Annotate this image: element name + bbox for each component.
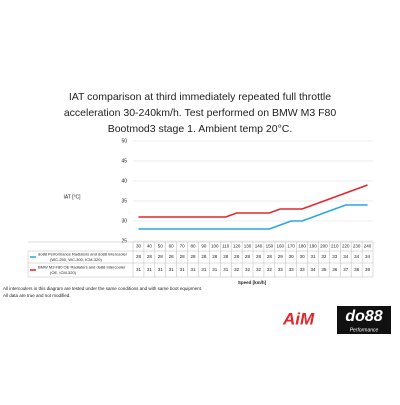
table-value: 37 — [343, 267, 349, 272]
table-value: 28 — [158, 254, 164, 259]
x-tick-label: 50 — [158, 244, 164, 249]
x-tick-label: 240 — [364, 244, 372, 249]
table-value: 28 — [136, 254, 142, 259]
y-tick-label: 50 — [121, 138, 127, 144]
table-value: 31 — [310, 254, 316, 259]
legend-label: (OE, ICM-320) — [50, 270, 77, 275]
x-tick-label: 180 — [298, 244, 306, 249]
aim-logo: AiM — [282, 309, 315, 328]
table-value: 38 — [354, 267, 360, 272]
title-line: IAT comparison at third immediately repe… — [69, 91, 331, 103]
table-value: 34 — [343, 254, 349, 259]
table-value: 31 — [223, 267, 229, 272]
table-value: 32 — [256, 267, 262, 272]
footnote: All data are true and not modified. — [3, 293, 71, 298]
y-axis-label: IAT [°C] — [63, 194, 81, 200]
table-value: 31 — [180, 267, 186, 272]
do88-logo: do88 — [345, 308, 382, 325]
x-tick-label: 230 — [353, 244, 361, 249]
table-value: 28 — [180, 254, 186, 259]
table-value: 33 — [289, 267, 295, 272]
title-line: acceleration 30-240km/h. Test performed … — [64, 107, 337, 119]
y-tick-label: 30 — [121, 218, 127, 224]
x-tick-label: 30 — [136, 244, 142, 249]
x-tick-label: 220 — [342, 244, 350, 249]
table-value: 28 — [147, 254, 153, 259]
x-tick-label: 150 — [266, 244, 274, 249]
table-value: 32 — [267, 267, 273, 272]
x-tick-label: 90 — [201, 244, 207, 249]
x-tick-label: 100 — [211, 244, 219, 249]
x-axis-label: Speed [km/h] — [238, 280, 267, 285]
x-tick-label: 110 — [222, 244, 230, 249]
x-tick-label: 40 — [147, 244, 153, 249]
x-tick-label: 80 — [190, 244, 196, 249]
do88-logo-box — [337, 306, 391, 334]
y-tick-label: 25 — [121, 238, 127, 244]
y-tick-label: 45 — [121, 158, 127, 164]
x-tick-label: 120 — [233, 244, 241, 249]
legend-label: BMW M3 F80 OE Radiators and do88 Interco… — [38, 264, 126, 269]
table-value: 30 — [300, 254, 306, 259]
footnote: All intercoolers in this diagram are tes… — [3, 286, 202, 291]
table-value: 31 — [169, 267, 175, 272]
table-value: 35 — [321, 267, 327, 272]
table-value: 36 — [332, 267, 338, 272]
table-value: 33 — [278, 267, 284, 272]
do88-logo-sub: Performance — [350, 327, 379, 333]
table-value: 28 — [169, 254, 175, 259]
series-line — [138, 184, 368, 218]
table-value: 32 — [321, 254, 327, 259]
x-tick-label: 160 — [277, 244, 285, 249]
table-value: 31 — [147, 267, 153, 272]
x-tick-label: 170 — [287, 244, 295, 249]
table-value: 28 — [256, 254, 262, 259]
table-value: 33 — [300, 267, 306, 272]
table-value: 31 — [136, 267, 142, 272]
table-value: 31 — [212, 267, 218, 272]
table-value: 28 — [201, 254, 207, 259]
table-value: 31 — [158, 267, 164, 272]
table-value: 32 — [245, 267, 251, 272]
table-value: 28 — [212, 254, 218, 259]
table-value: 39 — [365, 267, 371, 272]
table-value: 31 — [201, 267, 207, 272]
x-tick-label: 190 — [309, 244, 317, 249]
x-tick-label: 140 — [255, 244, 263, 249]
table-value: 34 — [310, 267, 316, 272]
table-value: 33 — [332, 254, 338, 259]
y-tick-label: 40 — [121, 178, 127, 184]
table-value: 28 — [234, 254, 240, 259]
x-tick-label: 60 — [169, 244, 175, 249]
x-tick-label: 200 — [320, 244, 328, 249]
legend-label: do88 Performance Radiators and do88 Inte… — [38, 251, 128, 256]
x-tick-label: 130 — [244, 244, 252, 249]
legend-label: (WC-250, WC-300, ICM-320) — [50, 257, 102, 262]
table-value: 34 — [365, 254, 371, 259]
table-value: 28 — [190, 254, 196, 259]
table-value: 32 — [234, 267, 240, 272]
y-tick-label: 35 — [121, 198, 127, 204]
table-value: 34 — [354, 254, 360, 259]
title-line: Bootmod3 stage 1. Ambient temp 20°C. — [108, 123, 293, 135]
table-value: 31 — [190, 267, 196, 272]
table-value: 28 — [223, 254, 229, 259]
x-tick-label: 70 — [180, 244, 186, 249]
table-value: 28 — [245, 254, 251, 259]
x-tick-label: 210 — [331, 244, 339, 249]
series-line — [138, 204, 368, 230]
table-value: 29 — [278, 254, 284, 259]
table-value: 28 — [267, 254, 273, 259]
table-value: 30 — [289, 254, 295, 259]
